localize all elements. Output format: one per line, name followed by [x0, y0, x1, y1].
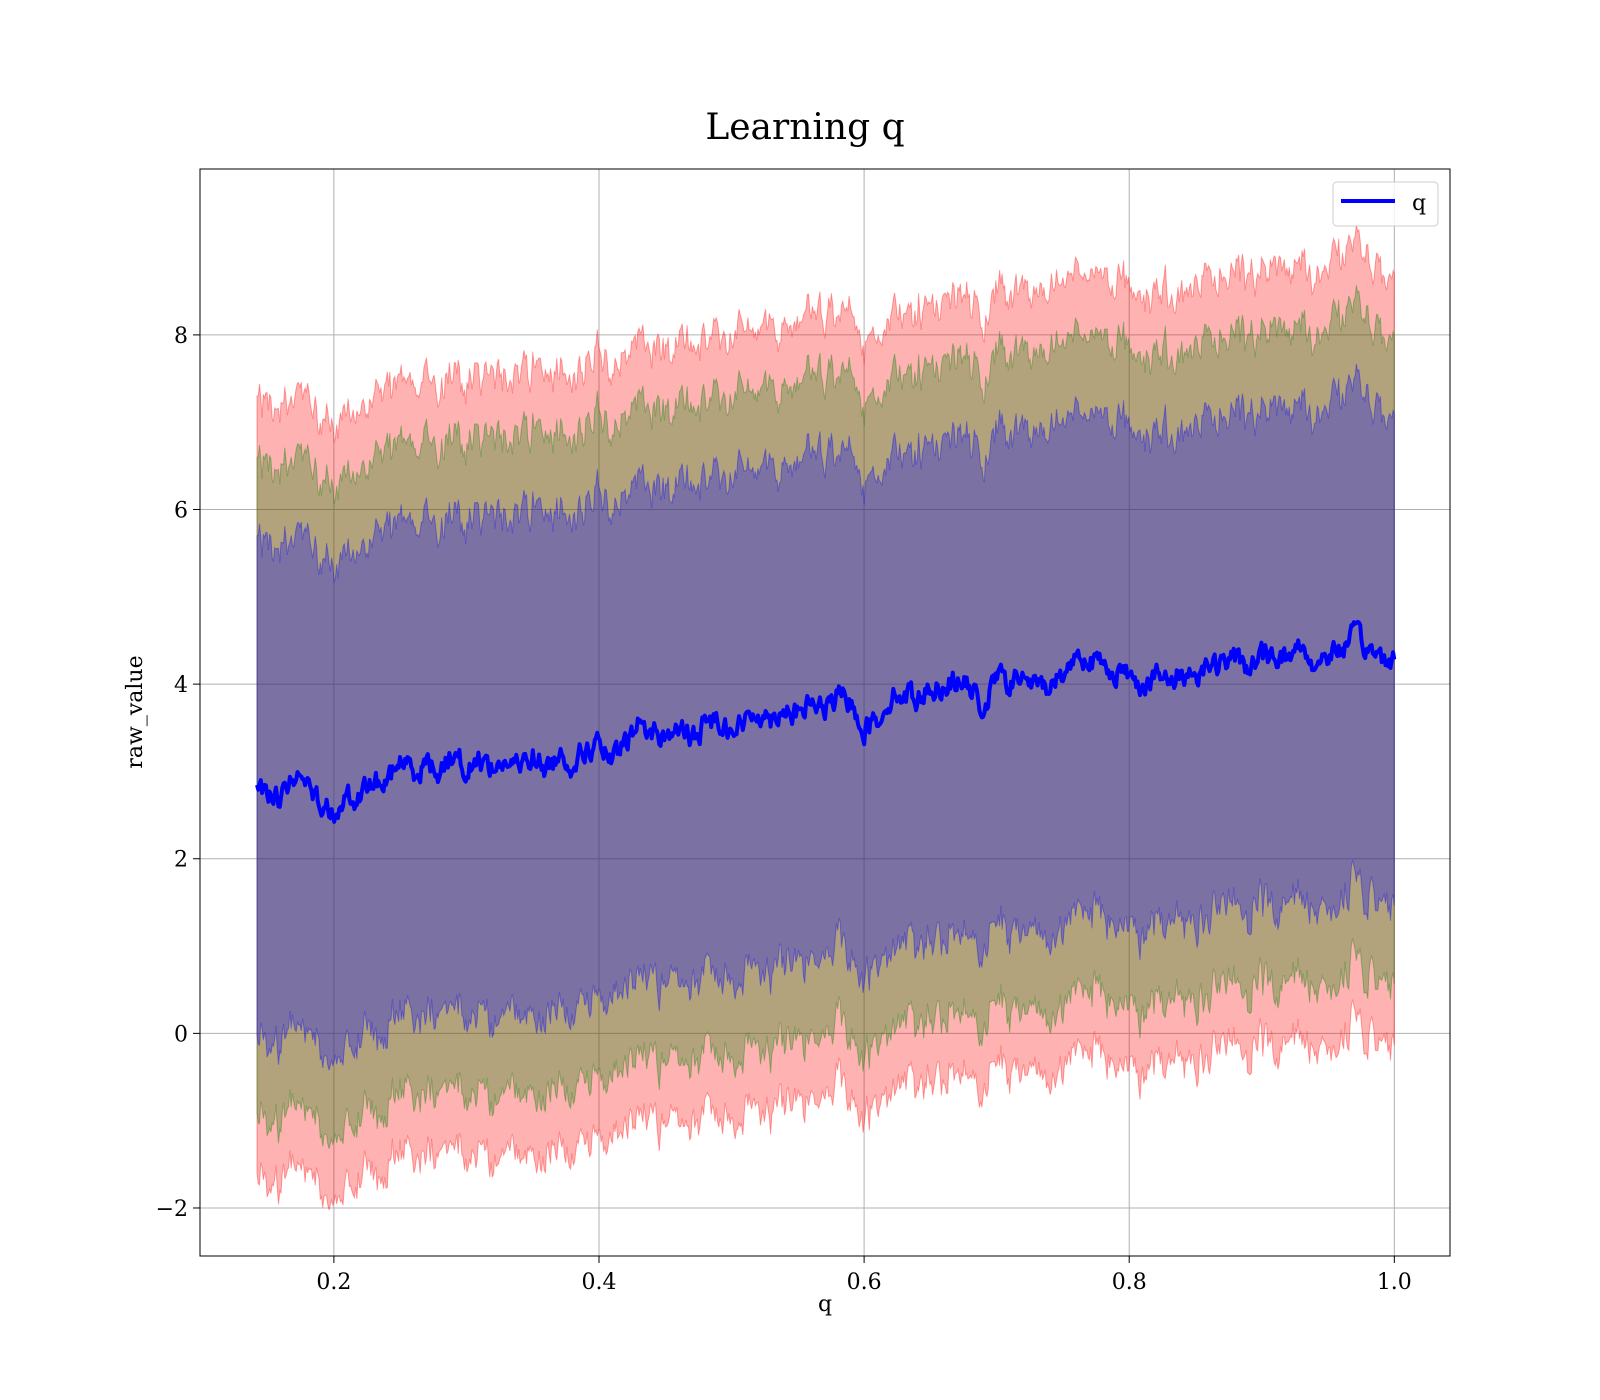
grid	[200, 169, 1450, 1256]
y-tick-label: 0	[174, 1022, 188, 1047]
y-tick-label: −2	[156, 1197, 188, 1222]
series-line-q	[255, 619, 1397, 824]
y-tick-label: 6	[174, 499, 188, 524]
series-lines	[255, 619, 1397, 824]
x-tick-label: 1.0	[1377, 1270, 1412, 1295]
x-tick-label: 0.6	[847, 1270, 882, 1295]
legend-box	[1332, 181, 1439, 227]
x-axis-label: q	[818, 1292, 832, 1317]
y-axis-ticks: −2 0 2 4 6 8	[156, 324, 200, 1222]
chart-title: Learning q	[705, 107, 904, 148]
plot-frame	[199, 168, 1451, 1257]
x-tick-label: 0.8	[1112, 1270, 1147, 1295]
y-tick-label: 8	[174, 324, 188, 349]
y-axis-label: raw_value	[123, 655, 148, 768]
x-tick-label: 0.2	[316, 1270, 351, 1295]
legend: q	[1332, 181, 1439, 227]
y-tick-label: 4	[174, 673, 188, 698]
legend-label-q: q	[1412, 191, 1426, 216]
x-tick-label: 0.4	[581, 1270, 616, 1295]
y-tick-label: 2	[174, 848, 188, 873]
x-axis-ticks: 0.2 0.4 0.6 0.8 1.0	[316, 1256, 1412, 1295]
